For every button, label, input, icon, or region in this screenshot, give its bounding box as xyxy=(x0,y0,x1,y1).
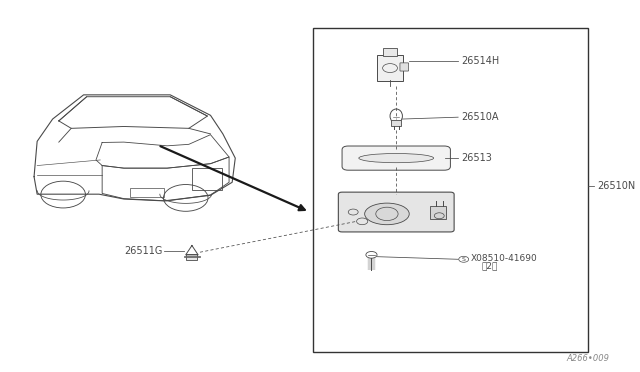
FancyBboxPatch shape xyxy=(339,192,454,232)
Text: A266•009: A266•009 xyxy=(567,354,610,363)
Text: S: S xyxy=(462,257,466,262)
Bar xyxy=(313,28,588,352)
Text: X08510-41690: X08510-41690 xyxy=(470,254,537,263)
Text: （2）: （2） xyxy=(482,261,498,270)
Bar xyxy=(130,188,164,197)
Text: 26514H: 26514H xyxy=(461,57,499,66)
Bar xyxy=(391,120,401,126)
Bar xyxy=(186,254,198,260)
Text: 26513: 26513 xyxy=(461,153,492,163)
Bar xyxy=(430,206,445,219)
Ellipse shape xyxy=(359,154,434,163)
FancyBboxPatch shape xyxy=(342,146,451,170)
Text: 26510N: 26510N xyxy=(598,181,636,191)
Ellipse shape xyxy=(365,203,409,225)
FancyBboxPatch shape xyxy=(400,63,408,71)
Bar xyxy=(383,48,397,56)
FancyBboxPatch shape xyxy=(377,55,403,81)
Text: 26511G: 26511G xyxy=(124,246,162,256)
Text: 26510A: 26510A xyxy=(461,112,499,122)
Bar xyxy=(184,256,200,257)
